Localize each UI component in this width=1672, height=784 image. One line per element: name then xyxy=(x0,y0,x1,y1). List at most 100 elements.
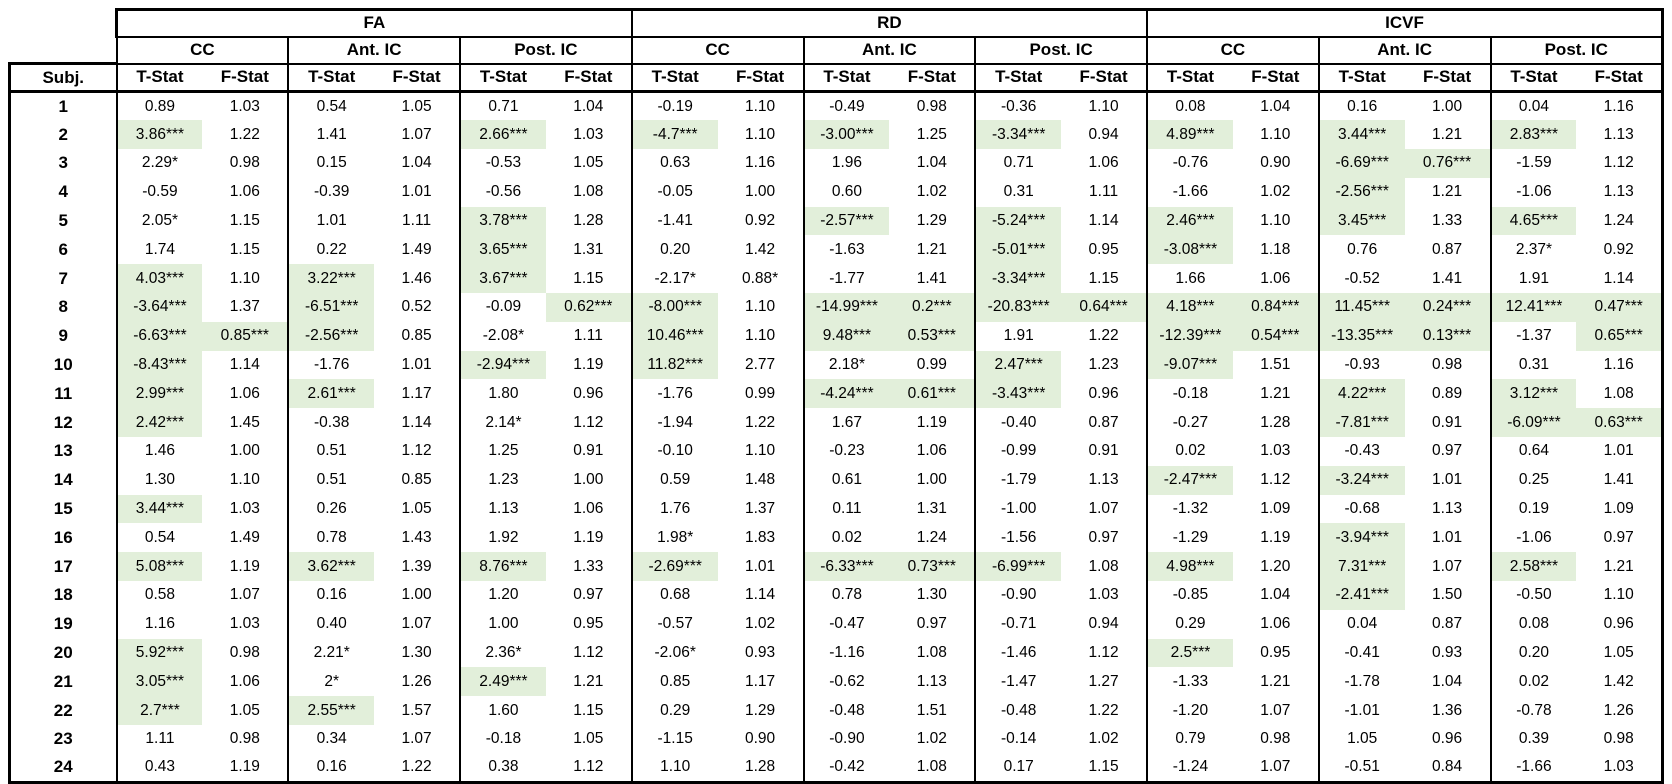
stat-cell: 2.29* xyxy=(115,149,203,178)
stat-cell-significant: 4.22*** xyxy=(1317,379,1405,409)
stat-cell: 1.03 xyxy=(229,97,260,115)
stat-cell: 1.22 xyxy=(1088,701,1119,719)
stat-cell: -1.41 xyxy=(630,206,718,236)
stat-cell: 0.71 xyxy=(974,149,1062,178)
stat-cell: -1.66 xyxy=(1146,177,1233,207)
stat-cell: 2.14* xyxy=(459,408,546,438)
stat-cell: 1.12 xyxy=(545,753,632,784)
stat-cell: 1.15 xyxy=(229,240,260,258)
stat-cell: 0.87 xyxy=(1431,615,1463,633)
stat-cell: 1.14 xyxy=(744,586,776,604)
stat-cell: -1.94 xyxy=(630,408,718,438)
stat-cell: 1.37 xyxy=(229,298,260,316)
subject-id: 16 xyxy=(8,523,118,553)
stat-cell: 0.31 xyxy=(974,177,1062,207)
stat-cell: -1.29 xyxy=(1146,523,1233,553)
stat-cell: 1.51 xyxy=(1260,356,1291,374)
stat-cell: 1.17 xyxy=(401,384,432,402)
stat-cell: 0.04 xyxy=(1317,609,1405,639)
subject-id: 4 xyxy=(8,177,118,207)
stat-cell-significant: 4.65*** xyxy=(1489,206,1577,236)
stat-cell: 0.95 xyxy=(573,615,604,633)
stat-cell: 1.41 xyxy=(287,120,375,150)
stat-cell-significant: 0.61*** xyxy=(889,379,976,409)
group-header-row: FA RD ICVF xyxy=(9,8,1664,64)
stat-cell: 1.06 xyxy=(229,183,260,201)
stat-cell: -0.19 xyxy=(630,91,718,121)
table-row: 20 5.92*** 0.98 2.21* 1.30 2.36* 1.12 -2.06* 0.9… xyxy=(8,638,1665,668)
stat-cell-significant: -6.69*** xyxy=(1317,149,1405,178)
stat-cell: -0.71 xyxy=(974,609,1062,639)
table-row: 23 1.11 0.98 0.34 1.07 -0.18 1.05 -1.15 0.90 -0.9… xyxy=(8,725,1665,754)
stat-cell: 1.21 xyxy=(1260,384,1291,402)
stat-cell: 1.42 xyxy=(744,240,776,258)
stat-cell-significant: 2.7*** xyxy=(115,696,203,726)
stat-cell: 2* xyxy=(287,667,375,697)
stat-cell: 0.51 xyxy=(287,437,375,466)
stat-cell: 1.08 xyxy=(1576,379,1665,409)
stat-cell: 1.06 xyxy=(229,672,260,690)
stat-cell: -0.48 xyxy=(974,696,1062,726)
stat-cell-significant: 0.47*** xyxy=(1576,293,1665,322)
stat-cell: 0.64 xyxy=(1489,437,1577,466)
stat-cell: -0.49 xyxy=(802,91,890,121)
stat-cell: 1.02 xyxy=(1260,183,1291,201)
stat-cell-significant: 3.67*** xyxy=(459,264,546,294)
stat-cell-significant: 12.41*** xyxy=(1489,293,1577,322)
stat-cell: 1.12 xyxy=(401,442,432,460)
stat-cell: 1.14 xyxy=(229,356,260,374)
stat-cell: 1.22 xyxy=(744,413,776,431)
stat-cell: 0.98 xyxy=(229,154,260,172)
stat-cell: -1.66 xyxy=(1489,753,1577,784)
metric-group-header: ICVF xyxy=(1146,8,1664,38)
stat-cell: 0.54 xyxy=(287,91,375,121)
stat-cell: -0.39 xyxy=(287,177,375,207)
stat-cell: 1.04 xyxy=(1260,586,1291,604)
table-row: 5 2.05* 1.15 1.01 1.11 3.78*** 1.28 -1.41 0.92 -2… xyxy=(8,206,1665,236)
stat-cell: 1.16 xyxy=(1576,350,1665,380)
subject-id: 7 xyxy=(8,264,118,294)
stat-cell: 1.05 xyxy=(573,730,604,748)
stat-cell: 1.21 xyxy=(1260,672,1291,690)
stat-cell: 1.80 xyxy=(459,379,546,409)
stat-cell: 0.63 xyxy=(630,149,718,178)
stat-cell: -1.01 xyxy=(1317,696,1405,726)
stat-cell: 1.67 xyxy=(802,408,890,438)
stat-cell: 0.78 xyxy=(802,581,890,610)
stat-cell: 0.58 xyxy=(115,581,203,610)
stat-cell: 1.01 xyxy=(1576,437,1665,466)
stat-cell: 1.74 xyxy=(115,235,203,265)
stat-cell: 1.03 xyxy=(229,615,260,633)
stat-cell: 1.24 xyxy=(916,528,947,546)
stat-cell: -1.20 xyxy=(1146,696,1233,726)
region-header-row: CC Ant. IC Post. IC CC Ant. IC Post. IC CC Ant.… xyxy=(10,35,1664,65)
stat-cell: 1.17 xyxy=(744,672,776,690)
stat-cell: 1.07 xyxy=(1232,753,1319,784)
stat-cell: 0.15 xyxy=(287,149,375,178)
stat-cell: 1.49 xyxy=(401,240,432,258)
stat-cell-significant: 0.73*** xyxy=(889,552,976,582)
stat-cell-significant: 10.46*** xyxy=(630,321,718,351)
table-row: 18 0.58 1.07 0.16 1.00 1.20 0.97 0.68 1.14 0.78 1.… xyxy=(8,581,1665,610)
stat-cell-significant: 4.03*** xyxy=(115,264,203,294)
stat-cell: 1.10 xyxy=(630,753,718,784)
stat-cell: 1.10 xyxy=(744,442,776,460)
stat-cell-significant: -9.07*** xyxy=(1146,350,1233,380)
stat-header: T-Stat xyxy=(1146,63,1233,93)
stat-cell: 1.21 xyxy=(916,240,947,258)
stat-cell: -0.18 xyxy=(459,725,546,754)
stat-cell: 1.06 xyxy=(1088,154,1119,172)
stat-cell: 1.30 xyxy=(916,586,947,604)
stat-cell-significant: 4.18*** xyxy=(1146,293,1233,322)
stat-cell: 0.93 xyxy=(1431,644,1463,662)
stat-cell: -0.51 xyxy=(1317,753,1405,784)
stat-cell: 1.00 xyxy=(916,471,947,489)
stat-cell: 2.37* xyxy=(1489,235,1577,265)
stat-cell-significant: -6.51*** xyxy=(287,293,375,322)
stat-cell: 1.13 xyxy=(1088,471,1119,489)
stat-cell: 0.29 xyxy=(630,696,718,726)
stat-cell: 1.46 xyxy=(401,269,432,287)
region-header: Post. IC xyxy=(974,35,1148,65)
stat-cell-significant: 3.22*** xyxy=(287,264,375,294)
stat-cell: 1.51 xyxy=(916,701,947,719)
